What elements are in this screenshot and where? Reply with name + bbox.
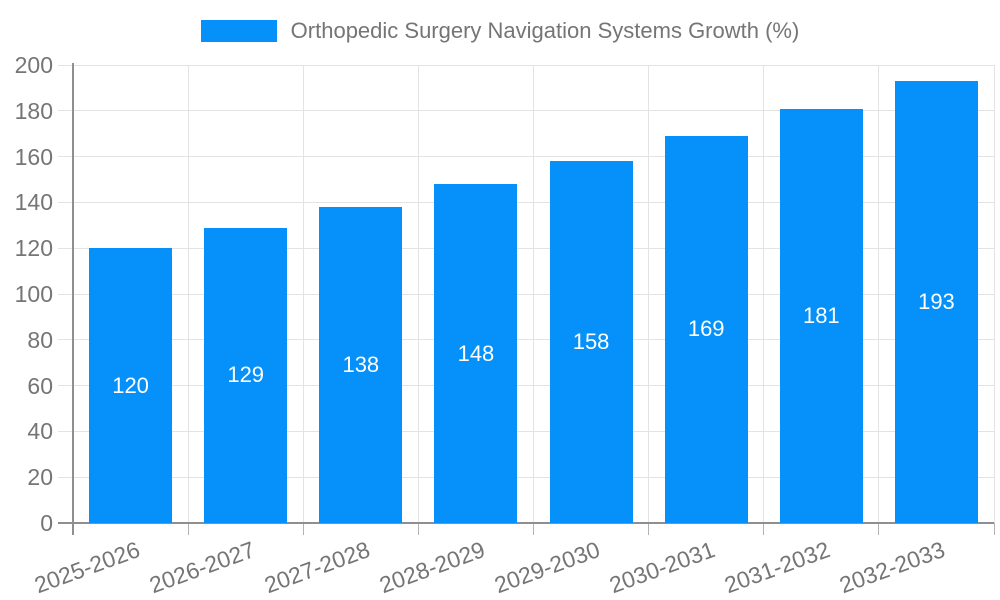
bar[interactable]: 181 <box>779 108 863 523</box>
bar[interactable]: 120 <box>89 248 173 523</box>
y-axis-tick-label: 120 <box>14 235 53 262</box>
bar-value-label: 193 <box>918 289 955 314</box>
y-axis-tick-label: 140 <box>14 189 53 216</box>
legend-swatch <box>200 20 277 42</box>
y-axis-tick-label: 0 <box>40 510 53 536</box>
x-gridline <box>763 65 765 523</box>
bar-value-label: 120 <box>112 372 149 398</box>
x-axis-tick <box>302 523 304 535</box>
x-gridline <box>187 65 189 523</box>
y-gridline <box>58 476 994 478</box>
y-gridline <box>58 247 994 249</box>
y-axis-tick-label: 20 <box>27 464 53 491</box>
y-axis-tick-label: 200 <box>14 52 53 78</box>
bar[interactable]: 158 <box>549 161 633 523</box>
x-axis-tick <box>187 523 189 535</box>
bar[interactable]: 169 <box>664 135 748 523</box>
x-gridline <box>993 65 995 523</box>
y-gridline <box>58 385 994 387</box>
x-gridline <box>648 65 650 523</box>
bar[interactable]: 138 <box>319 206 403 523</box>
bar[interactable]: 193 <box>894 81 978 523</box>
y-axis-tick-label: 180 <box>14 97 53 124</box>
bar-value-label: 129 <box>227 362 265 388</box>
y-gridline <box>58 339 994 341</box>
x-gridline <box>417 65 419 523</box>
x-axis-tick <box>533 523 534 535</box>
legend-label: Orthopedic Surgery Navigation Systems Gr… <box>290 18 800 43</box>
y-axis-tick-label: 80 <box>27 326 53 353</box>
bar-value-label: 158 <box>572 329 610 355</box>
y-gridline <box>58 156 994 158</box>
y-gridline <box>58 293 994 295</box>
bar-value-label: 148 <box>457 340 495 366</box>
bar-value-label: 181 <box>802 302 840 328</box>
y-axis-tick-label: 100 <box>14 281 53 307</box>
bar[interactable]: 148 <box>434 184 518 523</box>
y-gridline <box>58 430 994 432</box>
y-gridline <box>58 110 994 112</box>
bar[interactable]: 129 <box>204 227 288 523</box>
legend[interactable]: Orthopedic Surgery Navigation Systems Gr… <box>0 18 1000 44</box>
bar-value-label: 169 <box>687 316 725 342</box>
x-axis-line <box>58 522 994 524</box>
x-axis-tick <box>648 523 650 535</box>
y-axis-tick-label: 40 <box>27 418 53 445</box>
y-axis-tick-label: 160 <box>14 143 53 170</box>
y-axis-tick-label: 60 <box>27 372 53 399</box>
x-gridline <box>533 65 534 523</box>
x-gridline <box>302 65 304 523</box>
bar-value-label: 138 <box>342 351 380 377</box>
x-axis-tick <box>878 523 880 535</box>
y-axis-line <box>72 63 74 535</box>
x-axis-tick <box>993 523 995 535</box>
x-axis-tick <box>763 523 765 535</box>
y-gridline <box>58 201 994 203</box>
x-axis-tick <box>417 523 419 535</box>
y-gridline <box>58 64 994 66</box>
x-gridline <box>878 65 880 523</box>
